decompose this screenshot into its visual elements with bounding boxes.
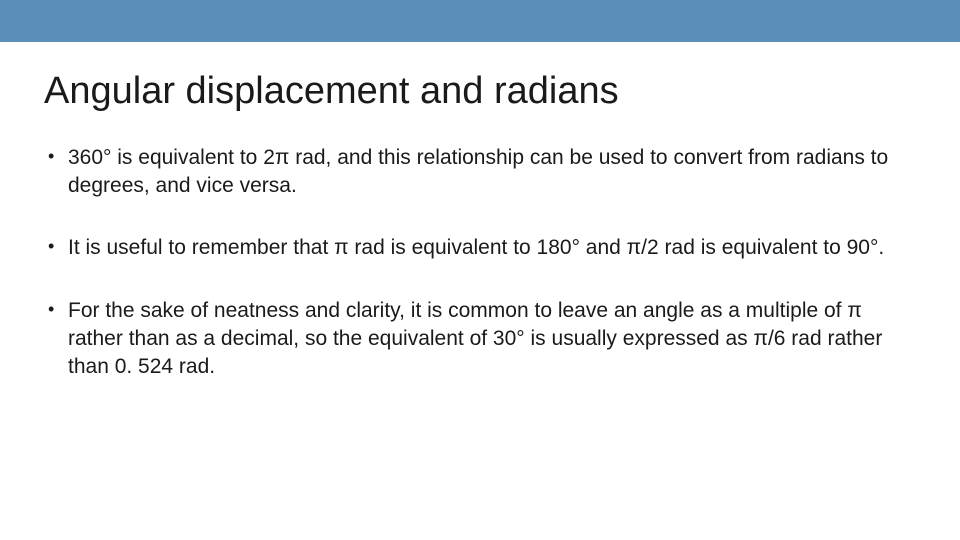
list-item: It is useful to remember that π rad is e… (44, 234, 916, 262)
list-item: 360° is equivalent to 2π rad, and this r… (44, 144, 916, 201)
list-item: For the sake of neatness and clarity, it… (44, 297, 916, 382)
bullet-list: 360° is equivalent to 2π rad, and this r… (44, 144, 916, 382)
top-accent-bar (0, 0, 960, 42)
slide-title: Angular displacement and radians (44, 70, 916, 114)
slide-content: Angular displacement and radians 360° is… (0, 42, 960, 382)
